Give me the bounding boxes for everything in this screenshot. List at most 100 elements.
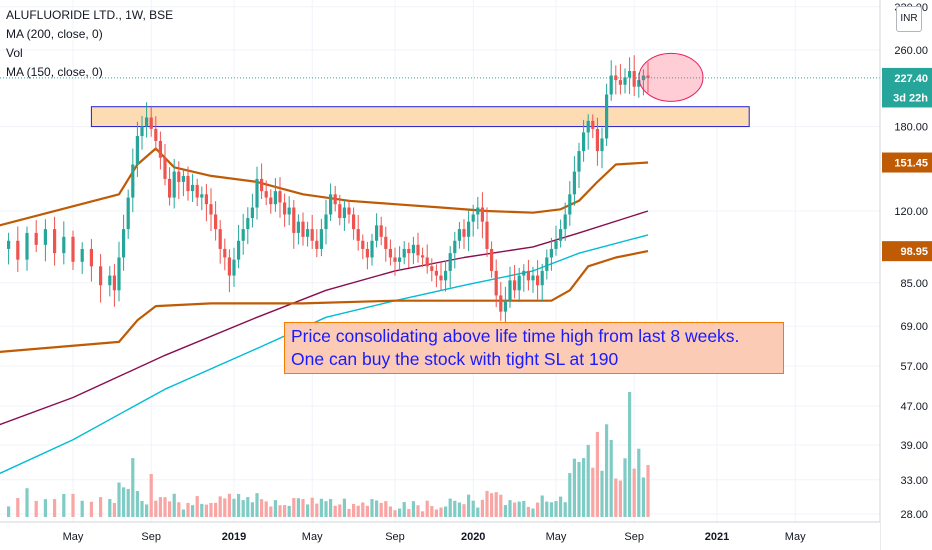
volume-bar: [71, 493, 75, 517]
volume-bar: [122, 487, 126, 517]
volume-bar: [407, 509, 411, 517]
volume-bar: [398, 508, 402, 517]
volume-bar: [218, 496, 222, 517]
candle-body: [62, 236, 66, 254]
candle-body: [513, 280, 517, 291]
candle-body: [421, 255, 425, 258]
legend-vol[interactable]: Vol: [6, 46, 23, 60]
volume-bar: [646, 464, 650, 517]
volume-bar: [140, 500, 144, 517]
candle-body: [296, 221, 300, 233]
price-axis[interactable]: 320.00260.00180.00120.0085.0069.0057.004…: [894, 2, 928, 521]
candle-body: [112, 275, 116, 291]
candle-body: [517, 275, 521, 291]
volume-bar: [476, 507, 480, 517]
volume-bar: [536, 502, 540, 517]
candle-body: [34, 232, 38, 245]
volume-bar: [296, 498, 300, 517]
candle-body: [503, 300, 507, 312]
candle-body: [375, 225, 379, 241]
candle-body: [536, 275, 540, 286]
candle-body: [352, 214, 356, 230]
candle-body: [637, 80, 641, 87]
volume-bar: [209, 503, 213, 517]
candle-body: [425, 257, 429, 267]
candle-body: [623, 77, 627, 85]
candle-body: [71, 236, 75, 262]
candle-body: [126, 197, 130, 230]
candle-body: [209, 204, 213, 215]
consolidation-ellipse-shape: [638, 52, 704, 102]
volume-bar: [195, 496, 199, 517]
y-tick-label: 120.00: [894, 206, 928, 218]
legend-ma200[interactable]: MA (200, close, 0): [6, 27, 103, 41]
volume-bar: [503, 505, 507, 517]
volume-bar: [439, 507, 443, 517]
candle-body: [310, 229, 314, 241]
volume-bar: [490, 493, 494, 517]
candle-body: [181, 175, 185, 182]
y-tick-label: 33.00: [900, 475, 928, 487]
volume-bar: [623, 458, 627, 517]
x-tick-label: Sep: [385, 531, 405, 543]
volume-bar: [232, 498, 236, 517]
volume-bar: [480, 499, 484, 517]
volume-bar: [637, 448, 641, 517]
price-badge-label: 3d 22h: [893, 92, 928, 104]
volume-bar: [430, 506, 434, 517]
volume-bar: [384, 501, 388, 517]
volume-bar: [99, 497, 103, 517]
volume-bar: [591, 467, 595, 517]
volume-bar: [531, 508, 535, 517]
volume-bar: [471, 500, 475, 517]
volume-bar: [333, 505, 337, 517]
candle-body: [618, 80, 622, 85]
y-tick-label: 85.00: [900, 278, 928, 290]
candle-body: [43, 229, 47, 245]
candle-body: [361, 240, 365, 249]
candle-body: [434, 270, 438, 276]
candle-body: [549, 248, 553, 258]
candle-body: [411, 244, 415, 254]
volume-bar: [135, 491, 139, 517]
volume-bar: [329, 499, 333, 517]
volume-bar: [448, 498, 452, 517]
volume-bar: [342, 498, 346, 517]
candle-body: [540, 270, 544, 286]
candle-body: [384, 236, 388, 249]
time-axis[interactable]: May Sep 2019 May Sep 2020 May Sep 2021 May: [63, 531, 806, 543]
price-badge-label: 98.95: [900, 246, 928, 258]
volume-bar: [283, 505, 287, 517]
legend-ma150[interactable]: MA (150, close, 0): [6, 65, 103, 79]
candle-body: [145, 117, 149, 127]
volume-bar: [513, 502, 517, 517]
candle-body: [416, 244, 420, 256]
volume-bar: [421, 511, 425, 517]
candle-body: [628, 71, 632, 78]
x-tick-label: May: [302, 531, 323, 543]
volume-bar: [237, 493, 241, 517]
currency-scale-button[interactable]: INR: [896, 6, 922, 32]
legend-symbol[interactable]: ALUFLUORIDE LTD., 1W, BSE: [6, 8, 174, 22]
candle-body: [16, 240, 20, 260]
volume-bar: [595, 431, 599, 517]
candle-body: [131, 164, 135, 198]
candle-body: [365, 248, 369, 258]
candle-body: [306, 229, 310, 237]
volume-bar: [600, 470, 604, 517]
volume-bar: [131, 458, 135, 517]
candle-body: [218, 229, 222, 249]
candle-body: [641, 75, 645, 81]
volume-bar: [365, 505, 369, 517]
candle-body: [499, 295, 503, 312]
annotation-callout[interactable]: Price consolidating above life time high…: [284, 322, 784, 374]
volume-bar: [223, 498, 227, 517]
candle-body: [53, 229, 57, 254]
candle-body: [572, 171, 576, 195]
y-tick-label: 28.00: [900, 509, 928, 521]
candle-body: [292, 207, 296, 233]
candle-body: [508, 280, 512, 301]
y-tick-label: 47.00: [900, 401, 928, 413]
candle-body: [135, 136, 139, 165]
